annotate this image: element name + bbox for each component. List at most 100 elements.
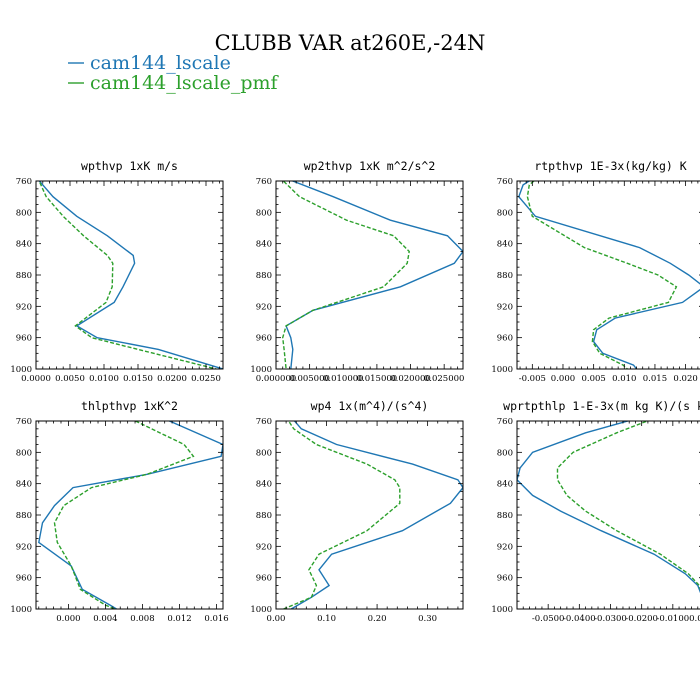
- series-line-lscale: [38, 421, 223, 609]
- y-tick-label: 840: [256, 240, 272, 250]
- plot-frame: [275, 420, 464, 610]
- x-tick-label: 0.005: [581, 374, 605, 384]
- plot-frame: [275, 180, 464, 370]
- x-tick-label: 0.005000: [289, 374, 330, 384]
- y-tick-label: 840: [16, 240, 32, 250]
- legend-label-lscale: cam144_lscale: [90, 52, 231, 74]
- y-tick-label: 880: [497, 271, 513, 281]
- y-tick-label: 800: [16, 448, 32, 458]
- subplot-5: wp4 1x(m^4)/(s^4) 760 800 840 880 920 960 1000 0…: [250, 399, 464, 624]
- plot-frame: [516, 420, 700, 610]
- x-tick-label: 0.0150: [123, 374, 153, 384]
- series-line-lscale-pmf: [526, 181, 678, 369]
- y-tick-label: 1000: [10, 605, 32, 615]
- subplot-title: wprtpthlp 1-E-3x(m kg K)/(s kg): [503, 399, 700, 413]
- y-tick-label: 1000: [491, 605, 513, 615]
- x-tick-label: 0.020: [673, 374, 697, 384]
- subplot-title: rtpthvp 1E-3x(kg/kg) K: [534, 159, 686, 173]
- y-tick-label: 1000: [250, 365, 272, 375]
- subplot-2: wp2thvp 1xK m^2/s^2 760 800 840 880 920 960 100…: [250, 159, 464, 384]
- x-tick-label: -0.0500: [532, 614, 565, 624]
- y-tick-label: 960: [497, 334, 513, 344]
- x-tick-label: 0.30: [418, 614, 437, 624]
- x-tick-label: 0.010000: [323, 374, 364, 384]
- subplot-title: wp4 1x(m^4)/(s^4): [311, 399, 429, 413]
- x-tick-label: 0.008: [130, 614, 154, 624]
- legend-label-lscale-pmf: cam144_lscale_pmf: [90, 72, 280, 94]
- y-tick-label: 880: [256, 271, 272, 281]
- x-tick-label: 0.20: [368, 614, 387, 624]
- subplot-3: rtpthvp 1E-3x(kg/kg) K 760 800 840 880 920 960…: [491, 159, 700, 384]
- x-tick-label: 0.015: [643, 374, 667, 384]
- x-tick-label: 0.0200: [157, 374, 187, 384]
- series-line-lscale: [38, 181, 223, 369]
- x-tick-label: 0.0250: [191, 374, 221, 384]
- subplot-grid: wpthvp 1xK m/s76080084088092096010000.00…: [10, 159, 700, 624]
- x-tick-label: 0.020000: [390, 374, 431, 384]
- x-tick-label: 0.0000: [21, 374, 51, 384]
- y-tick-label: 920: [16, 302, 32, 312]
- y-tick-label: 800: [497, 208, 513, 218]
- y-tick-label: 840: [16, 480, 32, 490]
- y-tick-label: 760: [256, 417, 272, 427]
- x-tick-label: 0.016: [204, 614, 228, 624]
- y-tick-label: 800: [256, 448, 272, 458]
- x-tick-label: -0.0100: [657, 614, 690, 624]
- y-tick-label: 960: [256, 334, 272, 344]
- y-tick-label: 960: [16, 574, 32, 584]
- y-tick-label: 800: [256, 208, 272, 218]
- y-tick-label: 840: [256, 480, 272, 490]
- x-tick-label: 0.000000: [256, 374, 297, 384]
- subplot-1: wpthvp 1xK m/s76080084088092096010000.00…: [10, 159, 224, 384]
- y-tick-label: 960: [256, 574, 272, 584]
- y-tick-label: 880: [256, 511, 272, 521]
- y-tick-label: 880: [16, 511, 32, 521]
- y-tick-label: 960: [16, 334, 32, 344]
- x-tick-label: 0.0000: [689, 614, 700, 624]
- y-tick-label: 760: [497, 177, 513, 187]
- y-tick-label: 840: [497, 240, 513, 250]
- x-tick-label: 0.000: [551, 374, 575, 384]
- y-tick-label: 960: [497, 574, 513, 584]
- series-line-lscale-pmf: [281, 181, 410, 369]
- series-line-lscale: [290, 421, 463, 609]
- x-tick-label: -0.005: [519, 374, 546, 384]
- y-tick-label: 1000: [10, 365, 32, 375]
- y-tick-label: 760: [256, 177, 272, 187]
- series-line-lscale-pmf: [283, 421, 401, 609]
- x-tick-label: -0.0400: [563, 614, 596, 624]
- series-line-lscale: [285, 181, 463, 369]
- y-tick-label: 880: [16, 271, 32, 281]
- y-tick-label: 920: [497, 302, 513, 312]
- y-tick-label: 1000: [250, 605, 272, 615]
- y-tick-label: 920: [256, 542, 272, 552]
- legend: cam144_lscale cam144_lscale_pmf: [68, 52, 280, 94]
- subplot-6: wprtpthlp 1-E-3x(m kg K)/(s kg) 760 800 840…: [491, 399, 700, 624]
- series-line-lscale-pmf: [38, 181, 217, 369]
- x-tick-label: 0.000: [56, 614, 80, 624]
- x-tick-label: 0.012: [167, 614, 191, 624]
- y-tick-label: 760: [16, 417, 32, 427]
- series-line-lscale-pmf: [53, 421, 195, 609]
- x-tick-label: 0.025000: [424, 374, 465, 384]
- y-tick-label: 760: [497, 417, 513, 427]
- subplot-title: thlpthvp 1xK^2: [81, 399, 178, 413]
- y-tick-label: 840: [497, 480, 513, 490]
- x-tick-label: 0.010: [612, 374, 636, 384]
- series-line-lscale: [518, 181, 700, 369]
- subplot-title: wpthvp 1xK m/s: [81, 159, 178, 173]
- x-tick-label: -0.0300: [594, 614, 627, 624]
- x-tick-label: 0.015000: [357, 374, 398, 384]
- subplot-4: thlpthvp 1xK^2 760 800 840 880 920 960 1000 0.00…: [10, 399, 228, 624]
- x-tick-label: 0.10: [317, 614, 336, 624]
- subplot-title: wp2thvp 1xK m^2/s^2: [304, 159, 436, 173]
- y-tick-label: 800: [16, 208, 32, 218]
- y-tick-label: 920: [16, 542, 32, 552]
- y-tick-label: 800: [497, 448, 513, 458]
- figure-title: CLUBB VAR at260E,-24N: [215, 31, 486, 55]
- x-tick-label: 0.0050: [55, 374, 85, 384]
- y-tick-label: 760: [16, 177, 32, 187]
- plot-frame: [516, 180, 700, 370]
- x-tick-label: 0.0100: [89, 374, 119, 384]
